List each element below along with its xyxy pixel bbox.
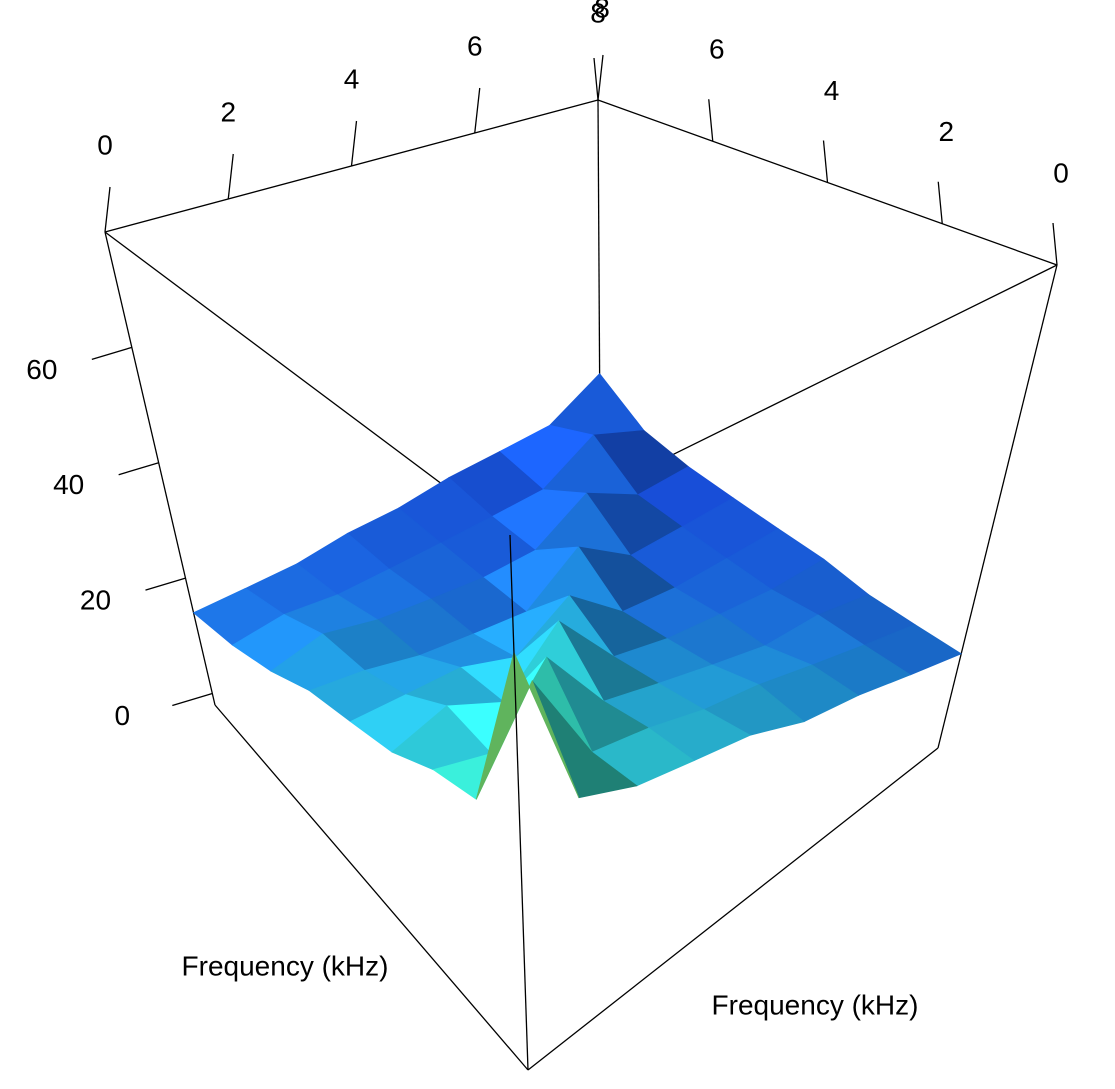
y-tick-label: 8 bbox=[594, 0, 610, 23]
y-tick bbox=[1052, 222, 1058, 266]
z-tick bbox=[91, 346, 133, 360]
z-tick bbox=[118, 462, 159, 476]
box-edge bbox=[527, 747, 939, 1071]
box-edge bbox=[937, 264, 1058, 749]
z-tick bbox=[172, 692, 213, 707]
x-tick-label: 6 bbox=[467, 30, 483, 61]
y-axis-title: Frequency (kHz) bbox=[712, 989, 919, 1020]
box-front bbox=[214, 534, 939, 1071]
surface-patch bbox=[549, 373, 645, 436]
box-edge bbox=[214, 704, 529, 1071]
surface bbox=[192, 373, 963, 800]
z-tick-label: 40 bbox=[53, 469, 84, 500]
y-tick bbox=[593, 57, 599, 101]
x-tick-label: 8 bbox=[590, 0, 606, 28]
x-tick-label: 4 bbox=[344, 63, 360, 94]
z-tick-label: 60 bbox=[26, 354, 57, 385]
surface-patch bbox=[475, 651, 580, 800]
y-tick bbox=[822, 140, 829, 183]
z-tick bbox=[145, 577, 186, 591]
y-tick-label: 4 bbox=[824, 75, 840, 106]
y-tick bbox=[937, 181, 943, 224]
box-edge bbox=[104, 231, 216, 706]
x-axis-title: Frequency (kHz) bbox=[182, 950, 389, 981]
y-tick-label: 2 bbox=[938, 116, 954, 147]
x-tick-label: 2 bbox=[220, 96, 236, 127]
y-tick-label: 0 bbox=[1053, 157, 1069, 188]
axes: 0 2 4 6 8 0 2 4 6 8 0 20 40 60 bbox=[26, 0, 1069, 731]
x-tick bbox=[104, 186, 111, 233]
x-tick-label: 0 bbox=[97, 129, 113, 160]
x-tick bbox=[227, 153, 234, 200]
box-edge bbox=[509, 534, 529, 1071]
x-tick bbox=[474, 87, 481, 134]
y-tick-label: 6 bbox=[709, 34, 725, 65]
z-tick-label: 0 bbox=[115, 700, 131, 731]
y-tick bbox=[708, 99, 714, 142]
x-tick bbox=[350, 120, 358, 167]
z-tick-label: 20 bbox=[80, 584, 111, 615]
x-tick bbox=[597, 54, 604, 101]
